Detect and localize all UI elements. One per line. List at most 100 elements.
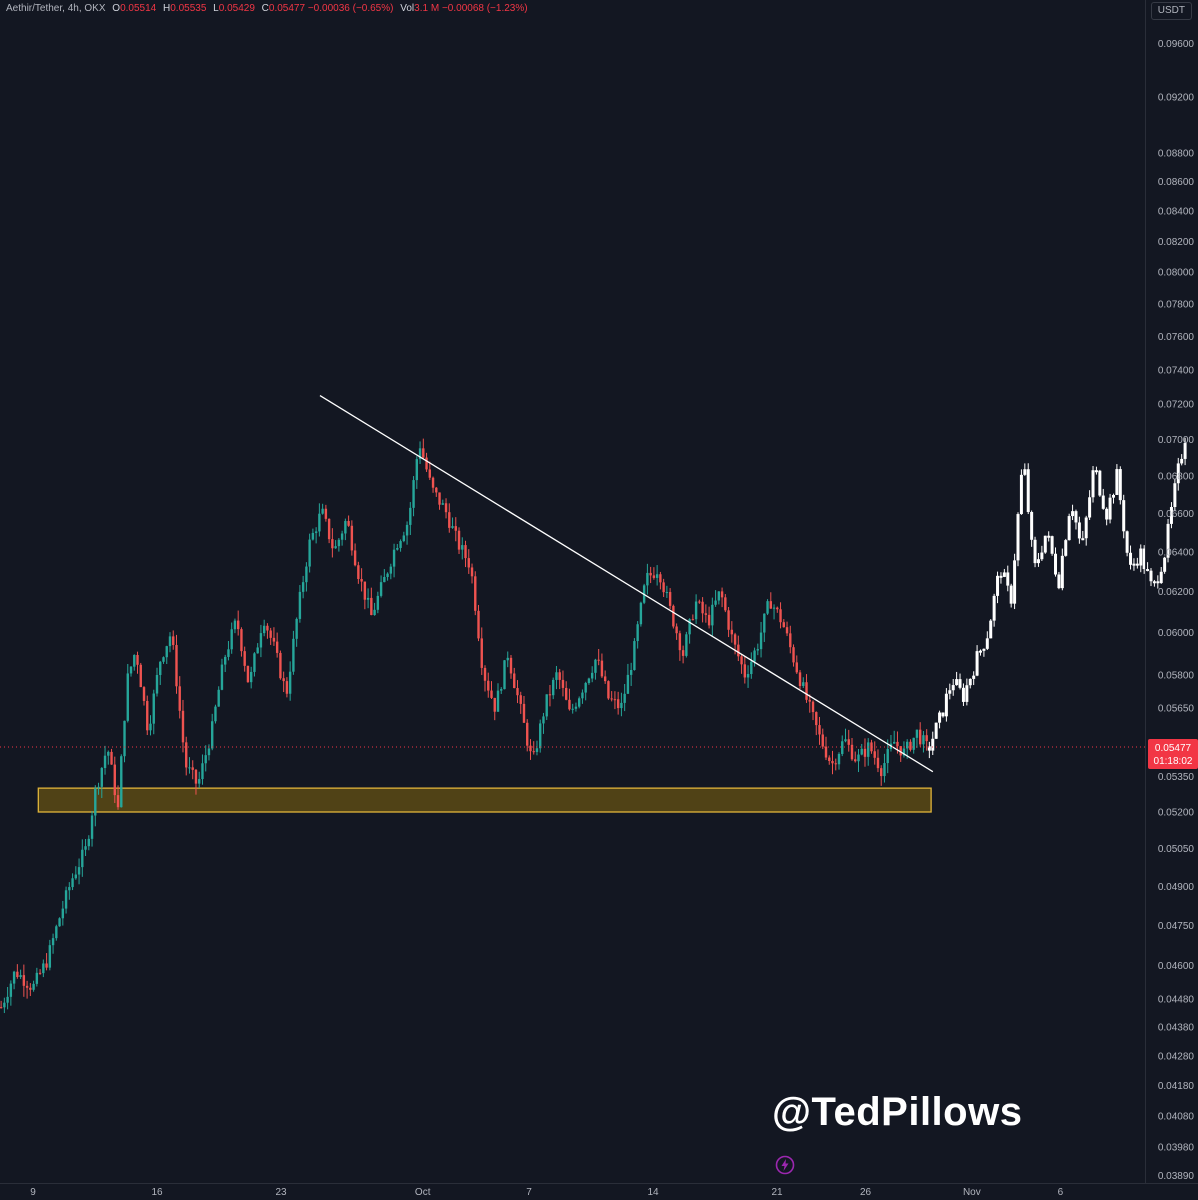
candle-body [548,694,552,696]
candle-body [685,634,688,656]
candle-body [769,601,772,609]
price-tick-label: 0.05350 [1158,772,1195,783]
candle-body [386,573,389,577]
candle-body [906,741,909,749]
candle-body [639,602,643,625]
candle-body [597,659,600,661]
currency-unit-button[interactable]: USDT [1150,2,1192,20]
symbol-title[interactable]: Aethir/Tether, 4h, OKX [6,3,106,14]
candle-body [733,634,737,645]
candle-body [123,720,126,757]
candle-body [798,672,802,687]
projection-bar [1074,511,1078,523]
candle-body [837,753,841,765]
price-tick-label: 0.04080 [1158,1111,1195,1122]
candle-body [58,918,61,927]
candle-body [893,741,896,744]
descending-trendline[interactable] [319,395,934,773]
candle-body [22,975,26,986]
projection-bar [1183,443,1187,459]
candle-body [918,729,922,745]
candle-body [415,459,419,481]
candle-body [876,757,880,769]
candle-body [444,503,448,513]
price-tick-label: 0.04380 [1158,1023,1195,1034]
projection-bar [1111,494,1115,498]
candle-body [724,597,727,611]
projection-bar [1176,463,1180,484]
candle-body [220,664,224,690]
candle-body [441,503,444,505]
candle-body [314,531,318,533]
time-tick-label: 26 [860,1187,872,1198]
candle-body [717,591,721,601]
time-axis[interactable]: 9 16 23 Oct 7 14 21 26 Nov 6 [30,1187,1063,1198]
price-tick-label: 0.04180 [1158,1081,1195,1092]
projection-bar [996,575,1000,596]
candle-body [600,660,604,677]
candle-body [68,887,71,891]
candle-body [818,725,821,735]
candle-body [665,592,669,594]
projection-bar [1115,469,1119,495]
candle-body [279,652,282,679]
time-tick-label: 14 [647,1187,659,1198]
candle-body [87,838,90,847]
support-zone[interactable] [37,787,932,813]
open-value: 0.05514 [120,3,157,14]
price-tick-label: 0.06200 [1158,587,1195,598]
candle-body [61,908,65,919]
candle-body [350,525,354,551]
candle-body [470,567,474,577]
price-tick-label: 0.08600 [1158,177,1195,188]
candle-body [269,630,272,638]
candle-body [32,983,35,990]
price-tick-label: 0.05800 [1158,671,1195,682]
projection-bar [1166,523,1170,558]
projection-bar [1173,483,1177,508]
price-tick-label: 0.03980 [1158,1143,1195,1154]
candle-body [883,763,886,777]
projection-bar [1054,553,1058,575]
candle-body [129,666,133,674]
price-tick-label: 0.08400 [1158,207,1195,218]
candle-body [126,673,129,721]
candle-body [792,647,795,663]
projection-bar [1139,548,1143,566]
candle-body [707,614,711,626]
candle-body [42,963,45,974]
candle-body [418,448,422,460]
projection-bar [1108,497,1112,520]
candle-body [727,610,730,630]
candle-body [847,739,850,745]
price-tick-label: 0.06400 [1158,547,1195,558]
candle-body [136,654,139,665]
candle-body [561,679,565,688]
candle-body [698,601,701,603]
candle-body [90,815,94,839]
candle-body [483,667,487,681]
candle-body [831,761,834,764]
candle-body [340,533,344,540]
price-tick-label: 0.08800 [1158,148,1195,159]
projection-bar [934,722,938,739]
lightning-icon[interactable] [775,1155,795,1175]
candle-body [503,660,506,690]
candle-body [529,745,532,752]
candle-body [629,669,633,675]
candle-body [539,723,542,749]
price-tick-label: 0.06800 [1158,471,1195,482]
candle-body [311,532,315,540]
candle-body [107,751,110,756]
price-axis[interactable]: 0.09600 0.09200 0.08800 0.08600 0.08400 0.082… [1158,39,1195,1182]
candle-body [3,1002,6,1008]
candle-body [45,963,48,968]
candle-body [581,692,584,699]
candle-body [51,938,55,946]
candle-body [776,607,779,610]
volume-value: 3.1 M [414,3,440,14]
candle-body [321,508,324,514]
candle-body [64,890,68,909]
candle-body [577,698,581,707]
